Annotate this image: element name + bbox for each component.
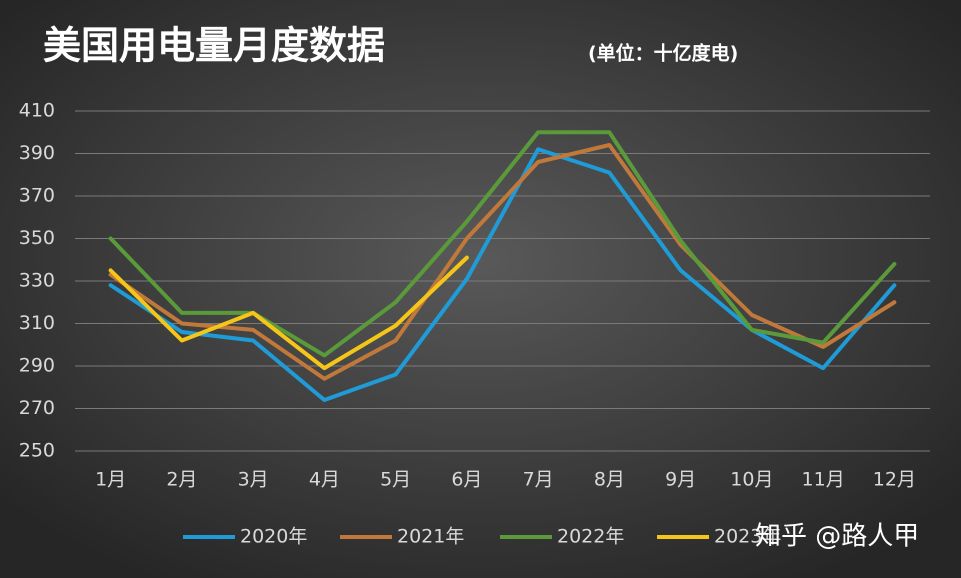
x-tick-label: 4月 xyxy=(309,469,340,491)
x-tick-label: 10月 xyxy=(730,469,773,491)
y-tick-label: 330 xyxy=(19,270,55,292)
legend-label: 2023年 xyxy=(714,526,781,548)
legend-label: 2021年 xyxy=(397,526,464,548)
y-tick-label: 290 xyxy=(19,355,55,377)
x-tick-label: 5月 xyxy=(380,469,411,491)
series-line xyxy=(108,130,897,358)
legend-label: 2022年 xyxy=(557,526,624,548)
x-tick-label: 8月 xyxy=(594,469,625,491)
y-tick-label: 370 xyxy=(19,185,55,207)
series-line xyxy=(108,255,469,371)
x-tick-label: 3月 xyxy=(238,469,269,491)
x-tick-label: 6月 xyxy=(451,469,482,491)
y-tick-label: 390 xyxy=(19,142,55,164)
x-tick-label: 7月 xyxy=(523,469,554,491)
y-tick-label: 410 xyxy=(19,100,55,122)
watermark: 知乎 @路人甲 xyxy=(755,522,919,552)
x-tick-label: 11月 xyxy=(802,469,845,491)
y-tick-label: 250 xyxy=(19,440,55,462)
chart-subtitle: (单位：十亿度电) xyxy=(588,42,738,65)
x-tick-label: 9月 xyxy=(665,469,696,491)
legend-label: 2020年 xyxy=(240,526,307,548)
x-tick-label: 12月 xyxy=(873,469,916,491)
y-tick-label: 350 xyxy=(19,227,55,249)
series-line xyxy=(108,143,897,381)
x-tick-label: 2月 xyxy=(166,469,197,491)
y-tick-label: 310 xyxy=(19,312,55,334)
series-line xyxy=(108,147,897,402)
x-tick-label: 1月 xyxy=(95,469,126,491)
chart-title: 美国用电量月度数据 xyxy=(43,24,385,68)
y-tick-label: 270 xyxy=(19,397,55,419)
